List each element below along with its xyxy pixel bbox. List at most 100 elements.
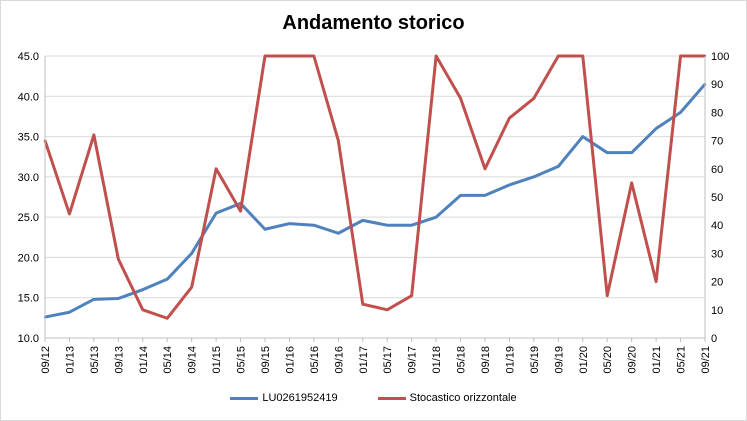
series-point-1 [239, 209, 242, 213]
series-point-0 [190, 252, 193, 255]
series-point-0 [679, 111, 682, 114]
series-point-0 [557, 165, 560, 168]
x-tick-label: 09/14 [187, 346, 199, 374]
series-point-1 [214, 167, 218, 170]
y-right-tick-label: 50 [711, 192, 723, 204]
series-point-0 [581, 135, 584, 138]
series-point-1 [141, 308, 144, 311]
series-point-1 [630, 181, 633, 185]
legend-item-left: LU0261952419 [230, 392, 338, 404]
series-point-1 [557, 54, 560, 58]
y-left-tick-label: 35.0 [18, 132, 39, 144]
x-tick-label: 09/13 [113, 346, 125, 374]
x-tick-label: 09/12 [40, 346, 52, 374]
x-tick-label: 01/18 [431, 346, 443, 374]
x-tick-label: 01/21 [651, 346, 663, 374]
series-point-0 [606, 151, 609, 154]
y-left-tick-label: 15.0 [18, 293, 39, 305]
series-point-1 [117, 257, 120, 261]
legend-item-right: Stocastico orizzontale [377, 392, 517, 404]
series-point-1 [654, 280, 658, 283]
series-point-0 [263, 228, 267, 231]
x-tick-label: 05/20 [602, 346, 614, 374]
series-point-1 [386, 308, 389, 311]
x-tick-label: 09/21 [700, 346, 712, 374]
series-point-1 [483, 167, 487, 170]
x-tick-label: 05/18 [456, 346, 468, 374]
x-tick-label: 09/16 [333, 346, 345, 374]
series-point-0 [508, 183, 511, 187]
x-tick-label: 09/20 [627, 346, 639, 374]
x-tick-label: 01/20 [578, 346, 590, 374]
series-point-1 [68, 212, 71, 216]
series-point-0 [654, 127, 658, 130]
x-tick-label: 01/13 [64, 346, 76, 374]
series-point-1 [361, 302, 364, 306]
x-tick-label: 05/17 [382, 346, 394, 374]
x-tick-label: 01/17 [358, 346, 370, 374]
y-left-tick-label: 40.0 [18, 91, 39, 103]
y-left-tick-label: 10.0 [18, 333, 39, 345]
legend-label-left: LU0261952419 [262, 392, 338, 404]
y-right-tick-label: 70 [711, 136, 723, 148]
x-tick-label: 09/19 [553, 346, 565, 374]
x-tick-label: 05/16 [309, 346, 321, 374]
y-left-tick-label: 25.0 [18, 212, 39, 224]
y-right-tick-label: 20 [711, 277, 723, 289]
series-point-1 [606, 294, 609, 297]
series-line-1 [43, 54, 705, 320]
y-right-tick-label: 30 [711, 248, 723, 260]
series-point-0 [630, 151, 633, 154]
series-point-0 [117, 297, 120, 300]
x-tick-label: 01/16 [284, 346, 296, 374]
series-point-1 [581, 54, 584, 58]
series-point-0 [483, 194, 487, 197]
y-right-tick-label: 0 [711, 333, 717, 345]
series-point-1 [679, 54, 682, 58]
chart-title: Andamento storico [282, 12, 465, 34]
series-point-1 [459, 97, 462, 100]
series-point-1 [532, 97, 536, 100]
chart-legend: LU0261952419 Stocastico orizzontale [0, 392, 747, 404]
series-point-1 [508, 116, 511, 120]
series-point-0 [141, 288, 144, 291]
legend-label-right: Stocastico orizzontale [409, 392, 517, 404]
series-point-0 [459, 194, 462, 197]
series-point-0 [434, 215, 438, 219]
series-point-1 [288, 54, 291, 58]
legend-swatch-right [377, 396, 406, 400]
series-point-0 [312, 224, 316, 227]
series-point-1 [312, 54, 316, 58]
x-tick-label: 05/14 [162, 346, 174, 374]
series-point-0 [288, 222, 291, 225]
series-point-0 [68, 311, 71, 314]
y-right-tick-label: 100 [711, 51, 729, 63]
x-tick-label: 09/15 [260, 346, 272, 374]
series-point-0 [361, 219, 364, 222]
y-right-tick-label: 60 [711, 164, 723, 176]
series-point-1 [434, 54, 438, 58]
x-tick-label: 05/21 [676, 346, 688, 374]
y-right-tick-label: 90 [711, 79, 723, 91]
x-tick-label: 01/15 [211, 346, 223, 374]
x-tick-label: 05/15 [236, 346, 248, 374]
series-point-0 [337, 232, 340, 235]
x-tick-label: 01/14 [138, 346, 150, 374]
series-point-0 [386, 224, 389, 227]
series-point-0 [410, 224, 413, 227]
x-tick-label: 05/13 [89, 346, 101, 374]
series-line-0 [44, 83, 707, 319]
series-point-0 [532, 175, 536, 179]
series-point-1 [337, 139, 340, 142]
legend-swatch-left [230, 396, 259, 400]
series-point-1 [166, 317, 169, 320]
y-left-tick-label: 30.0 [18, 172, 39, 184]
series-point-1 [92, 133, 96, 137]
y-right-tick-label: 40 [711, 220, 723, 232]
series-point-0 [214, 211, 218, 215]
y-right-tick-label: 80 [711, 107, 723, 119]
series-point-1 [263, 54, 267, 58]
series-point-0 [166, 277, 169, 281]
